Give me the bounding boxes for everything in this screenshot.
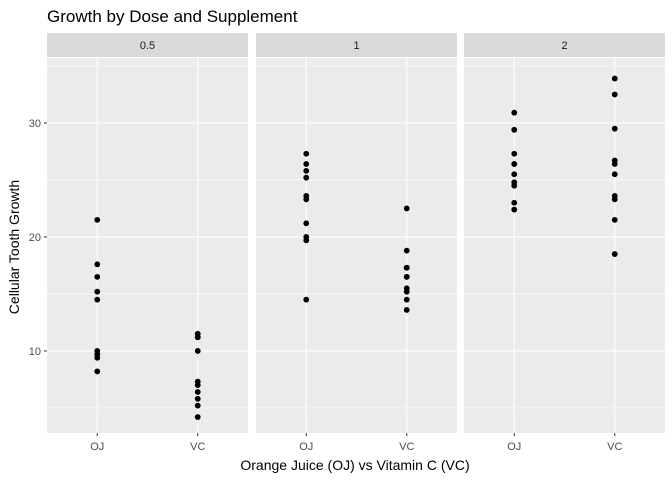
data-point xyxy=(94,216,101,223)
x-axis-title: Orange Juice (OJ) vs Vitamin C (VC) xyxy=(240,457,469,473)
y-tick-label: 20 xyxy=(29,232,41,244)
panel-background xyxy=(47,58,248,433)
x-tick-label: VC xyxy=(607,441,622,453)
data-point xyxy=(403,205,410,212)
data-point xyxy=(403,306,410,313)
data-point xyxy=(403,285,410,292)
data-point xyxy=(194,414,201,420)
data-point xyxy=(303,167,310,174)
data-point xyxy=(94,351,101,358)
chart-title: Growth by Dose and Supplement xyxy=(47,7,298,26)
data-point xyxy=(194,395,201,402)
x-tick-label: VC xyxy=(190,441,205,453)
data-point xyxy=(303,220,310,227)
data-point xyxy=(611,91,618,98)
data-point xyxy=(303,174,310,181)
data-point xyxy=(511,179,518,186)
data-point xyxy=(511,206,518,213)
data-point xyxy=(511,161,518,167)
facet-strip-label: 2 xyxy=(561,40,567,52)
y-tick-label: 10 xyxy=(29,346,41,358)
data-point xyxy=(511,171,518,178)
facet-panel-0.5: 0.5 xyxy=(47,33,248,433)
panel-background xyxy=(464,58,665,433)
data-point xyxy=(303,234,310,240)
data-point xyxy=(403,264,410,271)
facet-panel-2: 2 xyxy=(464,33,665,433)
y-axis: 10 20 30 xyxy=(29,118,47,358)
data-point xyxy=(611,157,618,164)
data-point xyxy=(511,126,518,133)
data-point xyxy=(511,199,518,206)
data-point xyxy=(303,150,310,157)
data-point xyxy=(94,261,101,268)
x-tick-label: OJ xyxy=(507,441,521,453)
data-point xyxy=(611,125,618,132)
data-point xyxy=(194,334,201,341)
data-point xyxy=(611,216,618,223)
facet-panels: 0.5 1 2 xyxy=(47,33,665,433)
facet-strip xyxy=(464,33,665,57)
data-point xyxy=(94,296,101,303)
data-point xyxy=(403,247,410,254)
facet-strip-label: 0.5 xyxy=(140,40,155,52)
data-point xyxy=(403,273,410,280)
data-point xyxy=(194,382,201,389)
data-point xyxy=(194,389,201,395)
x-tick-label: VC xyxy=(399,441,414,453)
data-point xyxy=(94,368,101,375)
data-point xyxy=(511,150,518,157)
data-point xyxy=(403,296,410,303)
data-point xyxy=(94,288,101,295)
data-point xyxy=(611,196,618,203)
facet-strip xyxy=(47,33,248,57)
data-point xyxy=(611,171,618,178)
data-point xyxy=(511,109,518,116)
data-point xyxy=(94,273,101,280)
data-point xyxy=(303,193,310,199)
data-point xyxy=(194,348,201,354)
y-tick-label: 30 xyxy=(29,118,41,130)
y-axis-title: Cellular Tooth Growth xyxy=(6,180,22,314)
facet-strip-label: 1 xyxy=(353,40,359,52)
panel-background xyxy=(256,58,457,433)
data-point xyxy=(303,296,310,303)
facet-panel-1: 1 xyxy=(256,33,457,433)
data-point xyxy=(194,402,201,409)
data-point xyxy=(303,161,310,167)
facet-strip xyxy=(256,33,457,57)
x-tick-label: OJ xyxy=(90,441,104,453)
data-point xyxy=(611,251,618,257)
x-axis: OJ VC OJ VC OJ VC xyxy=(90,433,622,453)
data-point xyxy=(611,75,618,82)
x-tick-label: OJ xyxy=(299,441,313,453)
